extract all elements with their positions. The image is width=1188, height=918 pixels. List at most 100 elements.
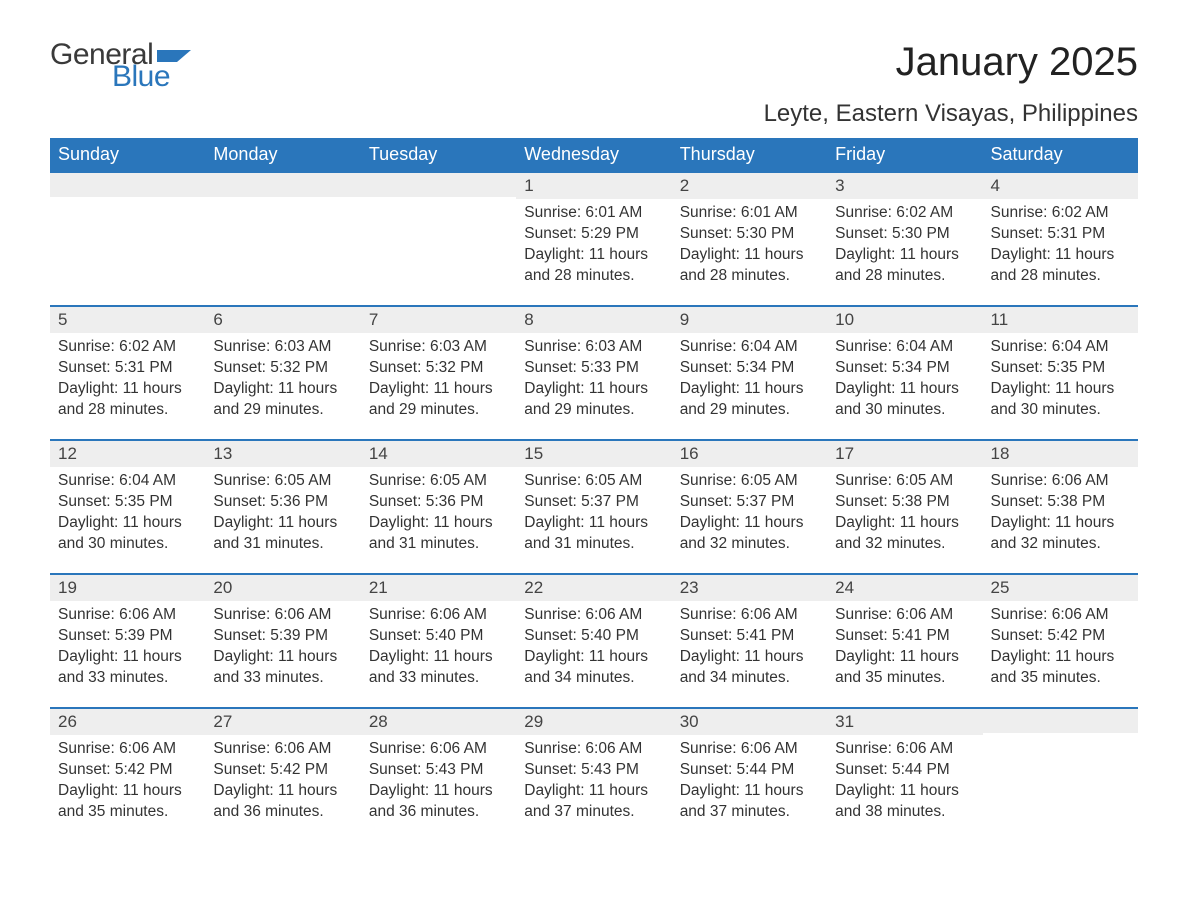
calendar-cell: 3Sunrise: 6:02 AMSunset: 5:30 PMDaylight… xyxy=(827,171,982,305)
day-number-bar: 25 xyxy=(983,573,1138,601)
day-body: Sunrise: 6:05 AMSunset: 5:36 PMDaylight:… xyxy=(361,467,516,561)
sunrise-text: Sunrise: 6:06 AM xyxy=(369,739,508,760)
sunset-text: Sunset: 5:40 PM xyxy=(369,626,508,647)
day-number-bar: 9 xyxy=(672,305,827,333)
day-number-bar xyxy=(361,171,516,197)
sunset-text: Sunset: 5:35 PM xyxy=(991,358,1130,379)
daylight-text: Daylight: 11 hours and 35 minutes. xyxy=(58,781,197,823)
daylight-text: Daylight: 11 hours and 31 minutes. xyxy=(524,513,663,555)
day-body: Sunrise: 6:06 AMSunset: 5:43 PMDaylight:… xyxy=(361,735,516,829)
calendar-cell: 30Sunrise: 6:06 AMSunset: 5:44 PMDayligh… xyxy=(672,707,827,841)
calendar-cell xyxy=(205,171,360,305)
sunset-text: Sunset: 5:41 PM xyxy=(835,626,974,647)
sunrise-text: Sunrise: 6:03 AM xyxy=(369,337,508,358)
sunrise-text: Sunrise: 6:04 AM xyxy=(991,337,1130,358)
sunset-text: Sunset: 5:44 PM xyxy=(835,760,974,781)
calendar-cell: 24Sunrise: 6:06 AMSunset: 5:41 PMDayligh… xyxy=(827,573,982,707)
day-number-bar: 26 xyxy=(50,707,205,735)
sunset-text: Sunset: 5:33 PM xyxy=(524,358,663,379)
daylight-text: Daylight: 11 hours and 37 minutes. xyxy=(680,781,819,823)
calendar-body: 1Sunrise: 6:01 AMSunset: 5:29 PMDaylight… xyxy=(50,171,1138,841)
day-body: Sunrise: 6:02 AMSunset: 5:30 PMDaylight:… xyxy=(827,199,982,293)
day-body: Sunrise: 6:02 AMSunset: 5:31 PMDaylight:… xyxy=(983,199,1138,293)
day-number-bar: 31 xyxy=(827,707,982,735)
sunrise-text: Sunrise: 6:06 AM xyxy=(213,739,352,760)
sunset-text: Sunset: 5:37 PM xyxy=(524,492,663,513)
daylight-text: Daylight: 11 hours and 28 minutes. xyxy=(524,245,663,287)
calendar-cell: 10Sunrise: 6:04 AMSunset: 5:34 PMDayligh… xyxy=(827,305,982,439)
calendar-cell: 19Sunrise: 6:06 AMSunset: 5:39 PMDayligh… xyxy=(50,573,205,707)
sunrise-text: Sunrise: 6:05 AM xyxy=(369,471,508,492)
day-number-bar: 13 xyxy=(205,439,360,467)
sunrise-text: Sunrise: 6:06 AM xyxy=(835,605,974,626)
calendar-cell: 28Sunrise: 6:06 AMSunset: 5:43 PMDayligh… xyxy=(361,707,516,841)
sunrise-text: Sunrise: 6:01 AM xyxy=(680,203,819,224)
sunset-text: Sunset: 5:36 PM xyxy=(213,492,352,513)
sunrise-text: Sunrise: 6:06 AM xyxy=(213,605,352,626)
sunrise-text: Sunrise: 6:02 AM xyxy=(58,337,197,358)
day-number-bar: 5 xyxy=(50,305,205,333)
sunrise-text: Sunrise: 6:06 AM xyxy=(680,605,819,626)
day-number-bar: 12 xyxy=(50,439,205,467)
daylight-text: Daylight: 11 hours and 31 minutes. xyxy=(369,513,508,555)
day-number-bar xyxy=(50,171,205,197)
day-body: Sunrise: 6:04 AMSunset: 5:35 PMDaylight:… xyxy=(50,467,205,561)
sunrise-text: Sunrise: 6:04 AM xyxy=(680,337,819,358)
day-body: Sunrise: 6:06 AMSunset: 5:39 PMDaylight:… xyxy=(205,601,360,695)
daylight-text: Daylight: 11 hours and 31 minutes. xyxy=(213,513,352,555)
weekday-header: Sunday xyxy=(50,138,205,171)
calendar-cell: 14Sunrise: 6:05 AMSunset: 5:36 PMDayligh… xyxy=(361,439,516,573)
calendar-cell: 15Sunrise: 6:05 AMSunset: 5:37 PMDayligh… xyxy=(516,439,671,573)
sunset-text: Sunset: 5:43 PM xyxy=(524,760,663,781)
daylight-text: Daylight: 11 hours and 33 minutes. xyxy=(58,647,197,689)
calendar-cell: 29Sunrise: 6:06 AMSunset: 5:43 PMDayligh… xyxy=(516,707,671,841)
daylight-text: Daylight: 11 hours and 33 minutes. xyxy=(213,647,352,689)
calendar-cell: 27Sunrise: 6:06 AMSunset: 5:42 PMDayligh… xyxy=(205,707,360,841)
sunrise-text: Sunrise: 6:01 AM xyxy=(524,203,663,224)
day-body: Sunrise: 6:01 AMSunset: 5:29 PMDaylight:… xyxy=(516,199,671,293)
daylight-text: Daylight: 11 hours and 32 minutes. xyxy=(680,513,819,555)
sunset-text: Sunset: 5:32 PM xyxy=(369,358,508,379)
calendar-cell: 16Sunrise: 6:05 AMSunset: 5:37 PMDayligh… xyxy=(672,439,827,573)
day-number-bar: 24 xyxy=(827,573,982,601)
day-number-bar: 1 xyxy=(516,171,671,199)
daylight-text: Daylight: 11 hours and 33 minutes. xyxy=(369,647,508,689)
calendar-week-row: 1Sunrise: 6:01 AMSunset: 5:29 PMDaylight… xyxy=(50,171,1138,305)
sunset-text: Sunset: 5:36 PM xyxy=(369,492,508,513)
calendar-cell: 20Sunrise: 6:06 AMSunset: 5:39 PMDayligh… xyxy=(205,573,360,707)
calendar-cell: 5Sunrise: 6:02 AMSunset: 5:31 PMDaylight… xyxy=(50,305,205,439)
day-body: Sunrise: 6:06 AMSunset: 5:41 PMDaylight:… xyxy=(672,601,827,695)
daylight-text: Daylight: 11 hours and 29 minutes. xyxy=(524,379,663,421)
daylight-text: Daylight: 11 hours and 30 minutes. xyxy=(58,513,197,555)
day-number-bar: 16 xyxy=(672,439,827,467)
sunrise-text: Sunrise: 6:06 AM xyxy=(835,739,974,760)
sunset-text: Sunset: 5:40 PM xyxy=(524,626,663,647)
day-body: Sunrise: 6:06 AMSunset: 5:41 PMDaylight:… xyxy=(827,601,982,695)
day-number-bar: 14 xyxy=(361,439,516,467)
day-body: Sunrise: 6:06 AMSunset: 5:39 PMDaylight:… xyxy=(50,601,205,695)
calendar-cell: 25Sunrise: 6:06 AMSunset: 5:42 PMDayligh… xyxy=(983,573,1138,707)
weekday-header: Monday xyxy=(205,138,360,171)
location-subtitle: Leyte, Eastern Visayas, Philippines xyxy=(50,100,1138,128)
calendar-week-row: 12Sunrise: 6:04 AMSunset: 5:35 PMDayligh… xyxy=(50,439,1138,573)
calendar-cell: 31Sunrise: 6:06 AMSunset: 5:44 PMDayligh… xyxy=(827,707,982,841)
daylight-text: Daylight: 11 hours and 30 minutes. xyxy=(991,379,1130,421)
calendar-page: General Blue January 2025 Leyte, Eastern… xyxy=(0,0,1188,918)
calendar-week-row: 5Sunrise: 6:02 AMSunset: 5:31 PMDaylight… xyxy=(50,305,1138,439)
daylight-text: Daylight: 11 hours and 29 minutes. xyxy=(680,379,819,421)
day-body: Sunrise: 6:05 AMSunset: 5:37 PMDaylight:… xyxy=(672,467,827,561)
day-number-bar: 3 xyxy=(827,171,982,199)
day-body: Sunrise: 6:03 AMSunset: 5:32 PMDaylight:… xyxy=(361,333,516,427)
sunset-text: Sunset: 5:37 PM xyxy=(680,492,819,513)
sunset-text: Sunset: 5:30 PM xyxy=(680,224,819,245)
weekday-header: Wednesday xyxy=(516,138,671,171)
day-number-bar: 27 xyxy=(205,707,360,735)
daylight-text: Daylight: 11 hours and 28 minutes. xyxy=(680,245,819,287)
day-number-bar: 29 xyxy=(516,707,671,735)
day-number-bar: 22 xyxy=(516,573,671,601)
sunrise-text: Sunrise: 6:02 AM xyxy=(835,203,974,224)
sunset-text: Sunset: 5:42 PM xyxy=(58,760,197,781)
sunrise-text: Sunrise: 6:06 AM xyxy=(58,739,197,760)
day-number-bar: 4 xyxy=(983,171,1138,199)
calendar-table: Sunday Monday Tuesday Wednesday Thursday… xyxy=(50,138,1138,841)
